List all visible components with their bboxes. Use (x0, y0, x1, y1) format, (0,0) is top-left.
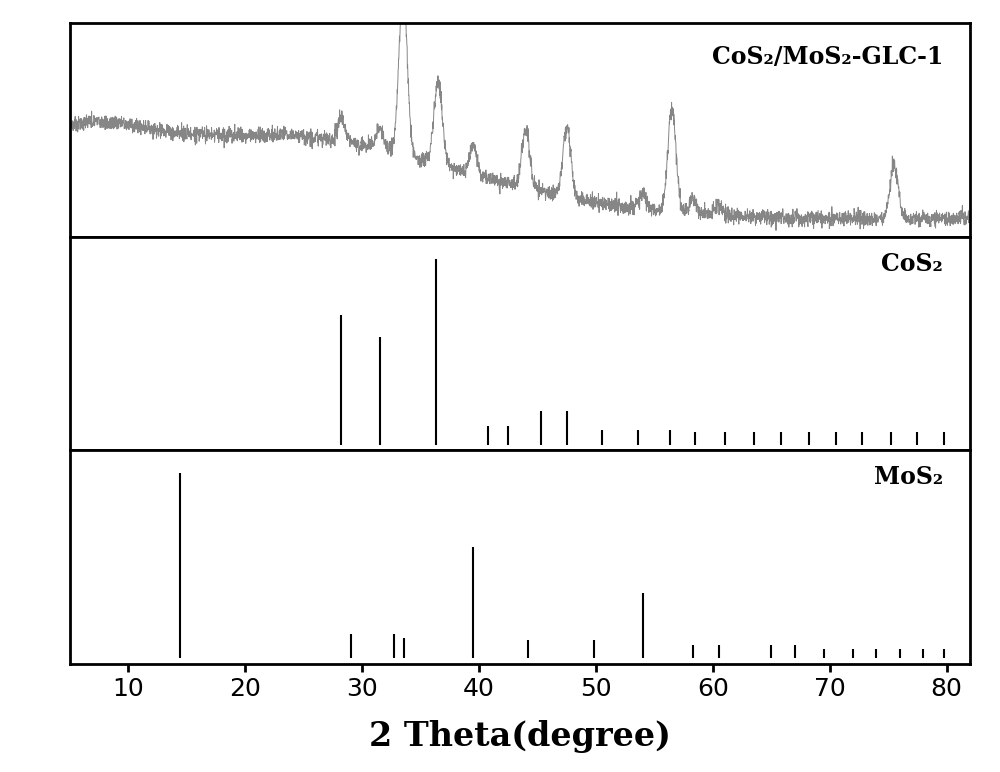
Text: CoS₂: CoS₂ (881, 252, 943, 276)
Text: 2 Theta(degree): 2 Theta(degree) (369, 720, 671, 753)
Text: CoS₂/MoS₂-GLC-1: CoS₂/MoS₂-GLC-1 (712, 45, 943, 69)
Text: MoS₂: MoS₂ (874, 466, 943, 489)
